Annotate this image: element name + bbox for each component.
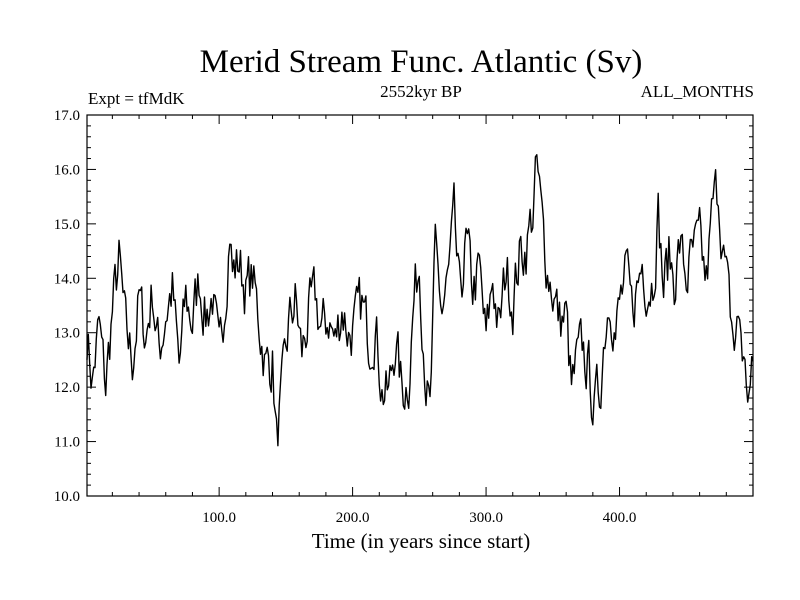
chart-subtitle-left: Expt = tfMdK [88, 89, 185, 108]
x-axis-label: Time (in years since start) [312, 529, 531, 553]
y-tick-label: 14.0 [54, 271, 80, 287]
y-tick-label: 15.0 [54, 217, 80, 233]
y-tick-label: 13.0 [54, 326, 80, 342]
y-tick-label: 12.0 [54, 380, 80, 396]
x-tick-label: 200.0 [336, 510, 370, 526]
y-tick-label: 16.0 [54, 162, 80, 178]
chart-subtitle-center: 2552kyr BP [380, 82, 462, 101]
chart-title: Merid Stream Func. Atlantic (Sv) [200, 44, 643, 80]
x-tick-label: 300.0 [469, 510, 503, 526]
y-tick-label: 17.0 [54, 108, 80, 124]
y-tick-label: 11.0 [54, 435, 80, 451]
chart-subtitle-right: ALL_MONTHS [641, 82, 754, 101]
axis-tick-labels: 10.0 11.0 12.0 13.0 14.0 15.0 16.0 17.0 100.0 200… [54, 108, 637, 526]
plot-frame [86, 114, 754, 497]
y-tick-label: 10.0 [54, 489, 80, 505]
series-line [86, 154, 754, 447]
x-tick-label: 400.0 [603, 510, 637, 526]
x-tick-label: 100.0 [202, 510, 236, 526]
